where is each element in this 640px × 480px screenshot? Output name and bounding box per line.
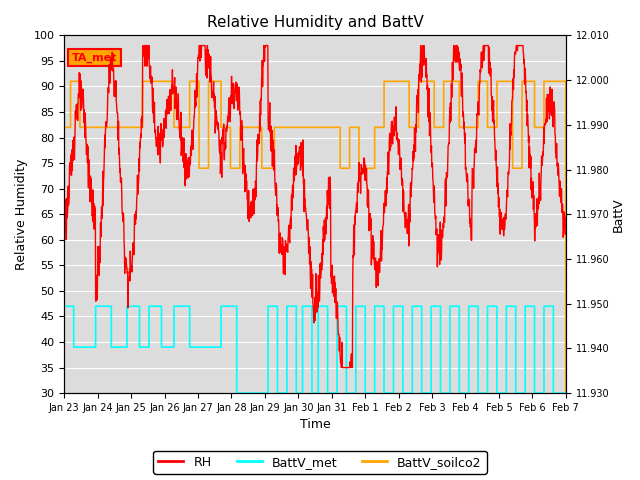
Legend: RH, BattV_met, BattV_soilco2: RH, BattV_met, BattV_soilco2 bbox=[154, 451, 486, 474]
X-axis label: Time: Time bbox=[300, 419, 330, 432]
Y-axis label: Relative Humidity: Relative Humidity bbox=[15, 158, 28, 270]
Title: Relative Humidity and BattV: Relative Humidity and BattV bbox=[207, 15, 424, 30]
Y-axis label: BattV: BattV bbox=[612, 197, 625, 231]
Text: TA_met: TA_met bbox=[72, 52, 117, 63]
